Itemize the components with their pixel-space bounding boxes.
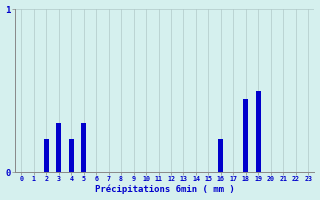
Bar [243, 99, 248, 172]
Bar [56, 123, 61, 172]
Bar [44, 139, 49, 172]
Bar [256, 91, 261, 172]
X-axis label: Précipitations 6min ( mm ): Précipitations 6min ( mm ) [95, 185, 235, 194]
Bar [219, 139, 223, 172]
Bar [81, 123, 86, 172]
Bar [69, 139, 74, 172]
